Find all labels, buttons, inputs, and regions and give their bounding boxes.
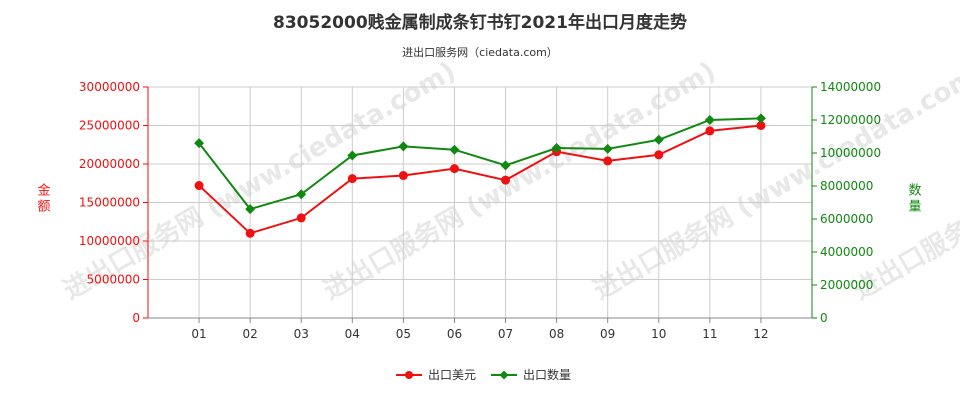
data-point-2 — [653, 134, 664, 145]
y-right-tick-label: 8000000 — [820, 179, 873, 193]
y-right-tick-label: 6000000 — [820, 212, 873, 226]
data-point-2 — [500, 160, 511, 171]
x-tick-label: 07 — [498, 327, 513, 341]
y-right-tick-label: 10000000 — [820, 146, 881, 160]
x-tick-label: 12 — [753, 327, 768, 341]
y-left-tick-label: 10000000 — [79, 234, 140, 248]
data-point-2 — [296, 189, 307, 200]
data-point-2 — [755, 113, 766, 124]
y-right-tick-label: 0 — [820, 311, 828, 325]
y-right-axis-title: 数量 — [908, 184, 921, 215]
legend-label-2: 出口数量 — [523, 367, 571, 382]
data-point-1 — [501, 175, 511, 185]
y-right-tick-label: 2000000 — [820, 278, 873, 292]
x-tick-label: 06 — [447, 327, 462, 341]
x-tick-label: 02 — [243, 327, 258, 341]
x-tick-label: 10 — [651, 327, 666, 341]
data-point-2 — [449, 144, 460, 155]
series-layer — [194, 113, 766, 238]
data-point-2 — [194, 138, 205, 149]
legend-marker-1 — [405, 371, 413, 379]
y-left-tick-label: 5000000 — [87, 273, 140, 287]
data-point-2 — [398, 141, 409, 152]
y-left-tick-label: 15000000 — [79, 196, 140, 210]
data-point-1 — [654, 150, 664, 160]
chart-title: 83052000贱金属制成条钉书钉2021年出口月度走势 — [273, 13, 687, 33]
series-line-2 — [198, 117, 761, 211]
x-tick-label: 08 — [549, 327, 564, 341]
data-point-2 — [245, 204, 256, 215]
y-left-tick-label: 25000000 — [79, 119, 140, 133]
y-left-tick-label: 0 — [132, 311, 140, 325]
data-point-1 — [245, 228, 255, 238]
legend-marker-2 — [499, 370, 509, 380]
y-right-tick-label: 14000000 — [820, 80, 881, 94]
data-point-1 — [296, 213, 306, 223]
chart-subtitle: 进出口服务网（ciedata.com） — [402, 46, 558, 59]
data-point-1 — [449, 164, 459, 174]
data-point-2 — [704, 115, 715, 125]
x-tick-label: 09 — [600, 327, 615, 341]
x-tick-label: 03 — [294, 327, 309, 341]
data-point-2 — [602, 143, 613, 154]
y-left-tick-label: 30000000 — [79, 80, 140, 94]
y-right-tick-label: 4000000 — [820, 245, 873, 259]
data-point-2 — [347, 150, 358, 161]
x-tick-label: 04 — [345, 327, 360, 341]
data-point-1 — [705, 126, 715, 136]
x-tick-label: 11 — [702, 327, 717, 341]
data-point-1 — [603, 156, 613, 166]
y-left-tick-label: 20000000 — [79, 157, 140, 171]
axes: 0500000010000000150000002000000025000000… — [37, 80, 921, 341]
data-point-1 — [194, 181, 204, 191]
data-point-1 — [347, 174, 357, 184]
data-point-1 — [756, 121, 766, 130]
x-tick-label: 05 — [396, 327, 411, 341]
data-point-2 — [551, 143, 562, 154]
series-line-1 — [198, 124, 762, 235]
x-tick-label: 01 — [191, 327, 206, 341]
data-point-1 — [398, 171, 408, 181]
legend: 出口美元 出口数量 — [396, 367, 571, 382]
y-right-tick-label: 12000000 — [820, 113, 881, 127]
legend-label-1: 出口美元 — [428, 368, 476, 382]
y-left-axis-title: 金额 — [37, 183, 50, 215]
